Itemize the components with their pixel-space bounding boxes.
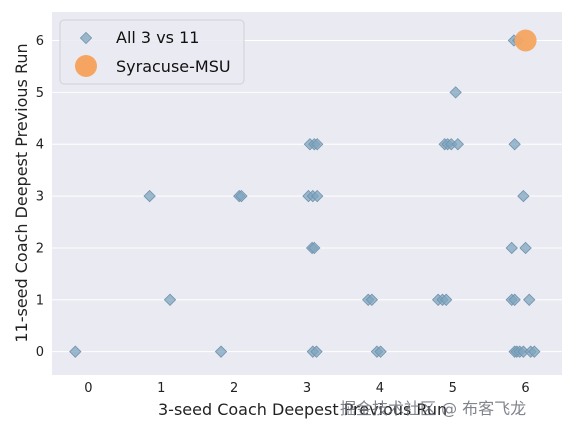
data-point-diamond	[69, 345, 82, 358]
data-point-diamond	[311, 189, 324, 203]
legend-label-all-3-vs-11: All 3 vs 11	[116, 28, 199, 47]
data-point-diamond	[519, 241, 532, 255]
data-point-diamond	[308, 241, 321, 255]
data-point-diamond	[310, 345, 323, 358]
x-axis-label: 3-seed Coach Deepest Previous Run	[158, 400, 447, 419]
x-tick-label: 0	[84, 381, 92, 396]
data-point-diamond	[508, 138, 521, 151]
legend-box	[59, 19, 245, 85]
y-tick-label: 1	[36, 293, 44, 308]
x-tick-label: 5	[449, 381, 457, 396]
y-tick-label: 0	[36, 345, 44, 360]
legend-diamond-icon	[79, 31, 93, 45]
data-point-diamond	[143, 189, 156, 203]
x-tick-label: 4	[376, 381, 384, 396]
data-point-diamond	[451, 138, 464, 151]
data-point-diamond	[214, 345, 228, 358]
y-tick-label: 4	[36, 138, 44, 153]
y-tick-label: 3	[36, 190, 44, 205]
data-point-diamond	[528, 345, 541, 358]
data-point-diamond	[374, 345, 387, 358]
x-tick-label: 3	[303, 381, 311, 396]
x-tick-label: 2	[230, 381, 238, 396]
y-tick-label: 2	[36, 241, 44, 256]
x-tick-label: 6	[521, 381, 529, 396]
legend-marker-circle	[75, 55, 97, 77]
legend-label-syracuse-msu: Syracuse-MSU	[116, 57, 231, 76]
data-point-diamond	[523, 293, 536, 306]
data-point-diamond	[163, 293, 177, 306]
data-point-syracuse-msu	[514, 29, 537, 52]
data-point-diamond	[449, 86, 462, 99]
x-tick-labels: 0 1 2 3 4 5 6	[84, 381, 529, 396]
data-point-diamond	[439, 293, 453, 306]
y-tick-label: 6	[36, 34, 44, 49]
data-point-diamond	[365, 293, 379, 306]
y-axis-label: 11-seed Coach Deepest Previous Run	[12, 43, 31, 342]
data-point-diamond	[235, 189, 248, 203]
data-point-diamond	[311, 138, 324, 151]
y-tick-labels: 0 1 2 3 4 5 6	[36, 34, 44, 360]
data-point-diamond	[517, 189, 530, 203]
data-point-diamond	[505, 241, 518, 255]
watermark: 掘金技术社区 @ 布客飞龙	[340, 399, 526, 418]
x-tick-label: 1	[157, 381, 165, 396]
y-tick-label: 5	[36, 86, 44, 101]
legend: All 3 vs 11 Syracuse-MSU	[59, 19, 245, 85]
legend-marker-diamond	[79, 31, 93, 45]
legend-circle-icon	[75, 55, 97, 77]
data-points	[69, 29, 541, 358]
data-point-diamond	[508, 293, 521, 306]
